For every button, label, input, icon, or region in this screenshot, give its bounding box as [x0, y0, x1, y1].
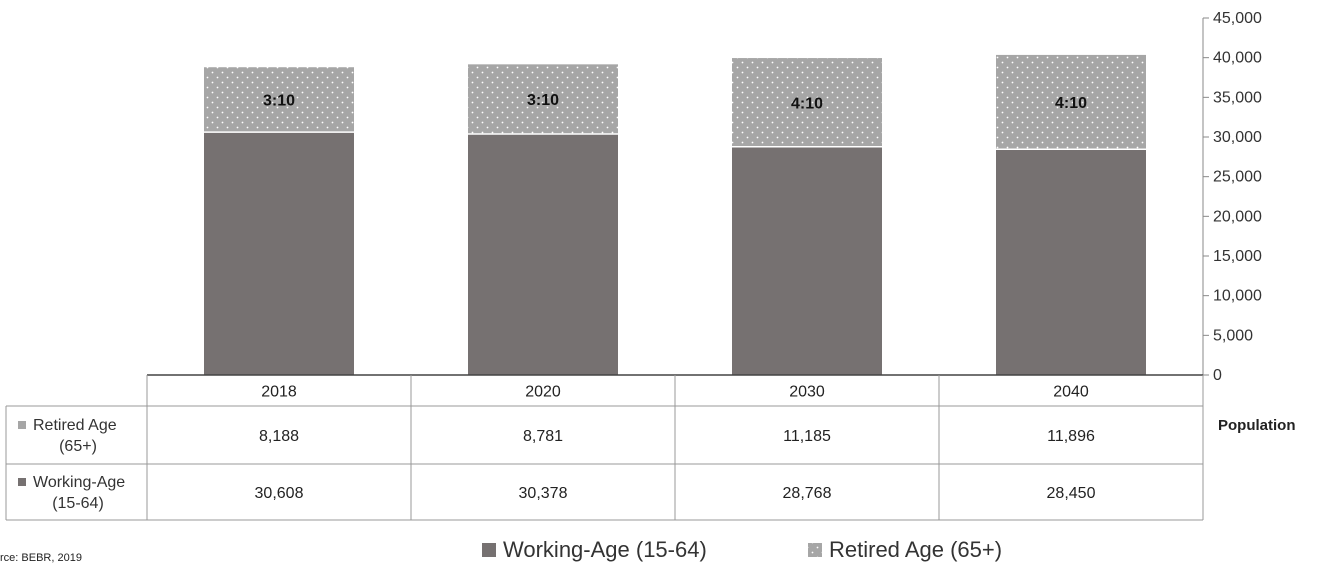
- table-cell-working-2018: 30,608: [255, 485, 304, 502]
- ratio-label-2020: 3:10: [527, 92, 559, 109]
- row-header-retired-line1: Retired Age: [33, 417, 117, 434]
- bar-working-age-2040: [996, 149, 1146, 375]
- y-tick-label: 15,000: [1213, 248, 1262, 265]
- source-note: rce: BEBR, 2019: [0, 552, 82, 564]
- y-tick-label: 40,000: [1213, 50, 1262, 67]
- legend-label-retired-age: Retired Age (65+): [829, 537, 1002, 562]
- legend-swatch-retired-age: [808, 543, 822, 557]
- bar-retired-age-2020: [468, 64, 618, 135]
- y-axis-title: Population: [1218, 417, 1296, 434]
- ratio-label-2040: 4:10: [1055, 95, 1087, 112]
- table-cell-retired-2018: 8,188: [259, 428, 299, 445]
- table-cell-working-2020: 30,378: [519, 485, 568, 502]
- bars-layer: [204, 54, 1146, 375]
- x-tick-label-2020: 2020: [525, 384, 561, 401]
- y-tick-label: 35,000: [1213, 89, 1262, 106]
- row-header-retired-line2: (65+): [59, 438, 97, 455]
- y-tick-label: 5,000: [1213, 327, 1253, 344]
- legend-label-working-age: Working-Age (15-64): [503, 537, 707, 562]
- y-tick-label: 20,000: [1213, 208, 1262, 225]
- table-cell-retired-2030: 11,185: [783, 428, 831, 445]
- table-cell-retired-2040: 11,896: [1047, 428, 1095, 445]
- x-tick-label-2040: 2040: [1053, 384, 1089, 401]
- x-tick-label-2030: 2030: [789, 384, 825, 401]
- row-header-swatch-retired: [18, 421, 26, 429]
- bar-retired-age-2018: [204, 67, 354, 133]
- legend-swatch-working-age: [482, 543, 496, 557]
- y-tick-label: 30,000: [1213, 129, 1262, 146]
- y-tick-label: 45,000: [1213, 10, 1262, 27]
- bar-retired-age-2040: [996, 54, 1146, 150]
- ratio-label-2030: 4:10: [791, 95, 823, 112]
- table-cell-retired-2020: 8,781: [523, 428, 563, 445]
- y-axis: 0 5,000 10,000 15,000 20,000 25,000 30,000 35,0…: [1202, 10, 1262, 384]
- table-cell-working-2040: 28,450: [1047, 485, 1096, 502]
- y-tick-label: 0: [1213, 367, 1222, 384]
- bar-retired-age-2030: [732, 58, 882, 147]
- row-header-working-line2: (15-64): [52, 495, 104, 512]
- x-tick-label-2018: 2018: [261, 384, 297, 401]
- bar-working-age-2030: [732, 146, 882, 375]
- ratio-labels: 3:10 3:10 4:10 4:10: [263, 92, 1087, 112]
- y-tick-label: 25,000: [1213, 169, 1262, 186]
- bar-working-age-2020: [468, 134, 618, 375]
- row-header-working-line1: Working-Age: [33, 474, 125, 491]
- row-header-swatch-working: [18, 478, 26, 486]
- data-table: 2018 8,188 30,608 2020 8,781 30,378 2030 11,185…: [5, 374, 1204, 521]
- ratio-label-2018: 3:10: [263, 93, 295, 110]
- table-cell-working-2030: 28,768: [783, 485, 832, 502]
- bar-working-age-2018: [204, 132, 354, 375]
- y-tick-label: 10,000: [1213, 288, 1262, 305]
- legend: Working-Age (15-64) Retired Age (65+): [482, 537, 1002, 562]
